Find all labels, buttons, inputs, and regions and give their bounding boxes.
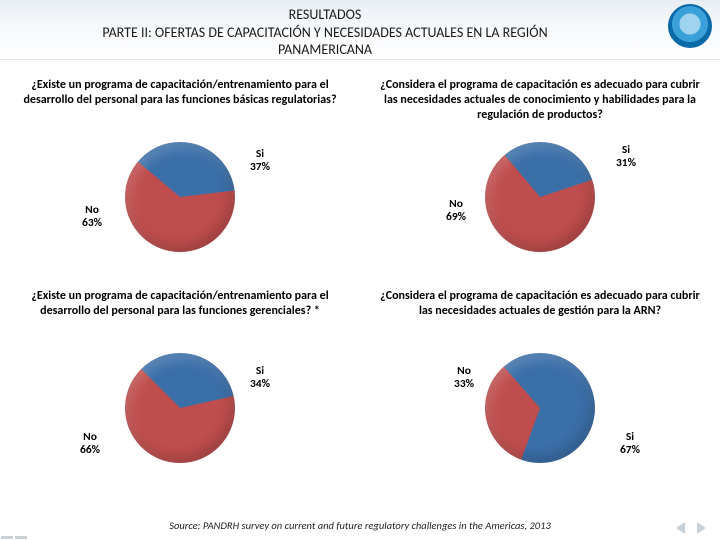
pie-chart [485, 353, 595, 463]
chart-cell: ¿Considera el programa de capacitación e… [360, 78, 720, 289]
chart-question: ¿Existe un programa de capacitación/entr… [18, 78, 342, 136]
title-line: RESULTADOS [289, 6, 362, 23]
slide-nav [676, 522, 706, 534]
pie-chart [125, 353, 235, 463]
page-title: RESULTADOS PARTE II: OFERTAS DE CAPACITA… [0, 6, 650, 59]
slice-label: Si34% [250, 365, 270, 391]
pie-wrap: Si34%No66% [90, 353, 270, 463]
slice-label: No33% [454, 365, 474, 391]
title-line: PARTE II: OFERTAS DE CAPACITACIÓN Y NECE… [102, 24, 547, 41]
slice-label: No63% [82, 204, 102, 230]
pie-wrap: No33%Si67% [450, 353, 630, 463]
source-prefix: Source: [169, 519, 203, 532]
source-rest: current and future regulatory challenges… [282, 519, 551, 532]
source-italic: PANDRH survey on [203, 519, 282, 532]
slice-label: No69% [446, 198, 466, 224]
next-arrow-icon[interactable] [697, 522, 706, 534]
pie-chart [125, 142, 235, 252]
slice-label: No66% [80, 431, 100, 457]
slice-label: Si31% [616, 144, 636, 170]
chart-question: ¿Existe un programa de capacitación/entr… [18, 289, 342, 347]
slice-label: Si67% [620, 431, 640, 457]
chart-question: ¿Considera el programa de capacitación e… [378, 78, 702, 136]
chart-cell: ¿Considera el programa de capacitación e… [360, 289, 720, 500]
logo-icon [668, 4, 712, 48]
title-line: PANAMERICANA [278, 41, 372, 58]
pie-chart [485, 142, 595, 252]
prev-arrow-icon[interactable] [676, 522, 685, 534]
source-footer: Source: PANDRH survey on current and fut… [0, 519, 720, 532]
chart-cell: ¿Existe un programa de capacitación/entr… [0, 289, 360, 500]
pie-wrap: Si37%No63% [90, 142, 270, 252]
chart-question: ¿Considera el programa de capacitación e… [378, 289, 702, 347]
chart-cell: ¿Existe un programa de capacitación/entr… [0, 78, 360, 289]
slice-label: Si37% [250, 148, 270, 174]
decoration-dots [1, 536, 27, 539]
charts-grid: ¿Existe un programa de capacitación/entr… [0, 78, 720, 500]
pie-wrap: Si31%No69% [450, 142, 630, 252]
